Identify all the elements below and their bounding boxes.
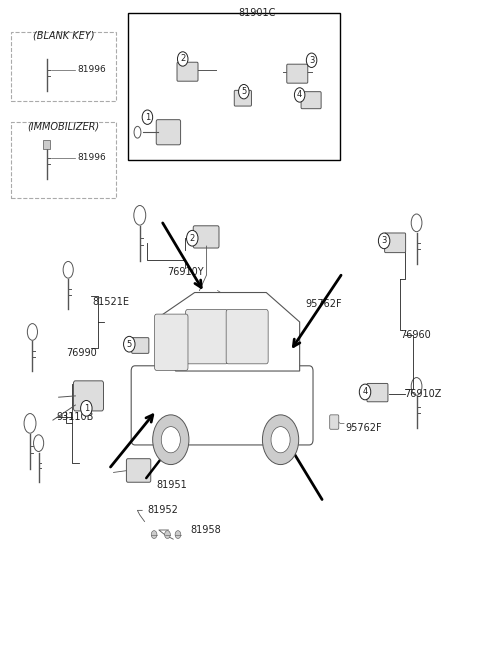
Text: (IMMOBILIZER): (IMMOBILIZER)	[27, 122, 99, 132]
Text: 76960: 76960	[400, 330, 431, 340]
FancyBboxPatch shape	[156, 120, 180, 145]
FancyBboxPatch shape	[126, 459, 151, 482]
FancyBboxPatch shape	[330, 415, 339, 429]
Text: 4: 4	[362, 388, 368, 396]
Text: 4: 4	[297, 91, 302, 99]
FancyBboxPatch shape	[155, 314, 188, 371]
FancyBboxPatch shape	[43, 140, 50, 149]
Text: 5: 5	[241, 87, 246, 96]
Circle shape	[161, 426, 180, 453]
Text: 1: 1	[84, 404, 89, 413]
Circle shape	[81, 401, 92, 416]
Circle shape	[239, 85, 249, 99]
FancyBboxPatch shape	[73, 381, 104, 411]
Circle shape	[165, 531, 170, 539]
FancyBboxPatch shape	[177, 62, 198, 81]
Circle shape	[378, 233, 390, 249]
Text: 81901C: 81901C	[238, 8, 276, 18]
Circle shape	[360, 384, 371, 400]
Text: 76910Y: 76910Y	[167, 267, 204, 277]
Text: 81521E: 81521E	[92, 298, 129, 307]
FancyBboxPatch shape	[128, 12, 340, 160]
FancyBboxPatch shape	[11, 32, 116, 101]
Circle shape	[175, 531, 181, 539]
FancyBboxPatch shape	[287, 64, 308, 83]
Text: 81958: 81958	[191, 525, 221, 535]
Text: 95762F: 95762F	[345, 423, 382, 433]
Text: 93110B: 93110B	[56, 412, 94, 422]
FancyBboxPatch shape	[234, 91, 252, 106]
Text: 81996: 81996	[78, 65, 107, 74]
Circle shape	[123, 336, 135, 352]
Text: 5: 5	[127, 340, 132, 349]
Polygon shape	[156, 292, 300, 371]
FancyBboxPatch shape	[367, 384, 388, 402]
Circle shape	[142, 110, 153, 124]
Circle shape	[178, 52, 188, 66]
Text: 2: 2	[180, 55, 185, 64]
Circle shape	[294, 88, 305, 102]
Text: (BLANK KEY): (BLANK KEY)	[33, 30, 94, 41]
Circle shape	[153, 415, 189, 464]
Circle shape	[263, 415, 299, 464]
Text: 81952: 81952	[147, 505, 178, 515]
FancyBboxPatch shape	[226, 309, 268, 364]
Text: 81951: 81951	[156, 480, 187, 490]
Text: 1: 1	[145, 113, 150, 122]
Text: 76910Z: 76910Z	[405, 389, 442, 399]
Text: 76990: 76990	[66, 348, 96, 358]
FancyBboxPatch shape	[131, 366, 313, 445]
Text: 81996: 81996	[78, 153, 107, 162]
Circle shape	[151, 531, 157, 539]
Text: 3: 3	[309, 56, 314, 65]
FancyBboxPatch shape	[193, 226, 219, 248]
Text: 95762F: 95762F	[306, 299, 343, 309]
Circle shape	[187, 231, 198, 246]
Circle shape	[306, 53, 317, 68]
FancyBboxPatch shape	[301, 92, 321, 108]
FancyBboxPatch shape	[186, 309, 228, 364]
FancyBboxPatch shape	[384, 233, 406, 252]
Circle shape	[271, 426, 290, 453]
FancyBboxPatch shape	[132, 338, 149, 353]
Text: 2: 2	[190, 234, 195, 242]
Text: 3: 3	[382, 237, 387, 245]
FancyBboxPatch shape	[11, 122, 116, 198]
